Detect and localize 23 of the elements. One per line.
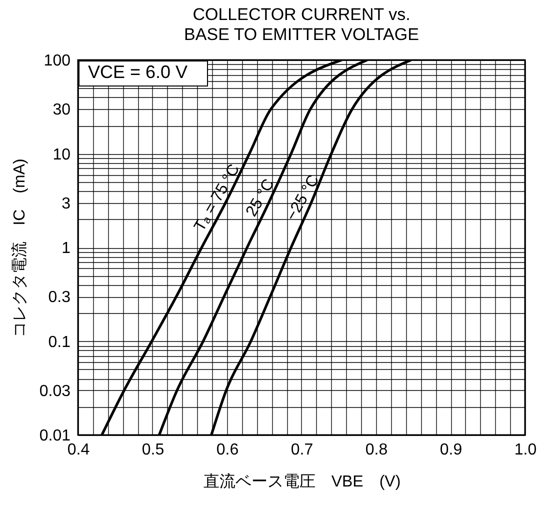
y-tick-label: 0.1: [48, 334, 71, 351]
annotation: VCE = 6.0 V: [88, 62, 188, 82]
text: −25 °C: [283, 172, 323, 224]
text: Tₐ = 75 °C: [191, 162, 244, 234]
x-tick-label: 0.8: [365, 442, 388, 458]
x-tick-label: 0.7: [290, 442, 314, 458]
y-tick-label: 1: [62, 240, 71, 257]
y-tick-label: 0.01: [39, 428, 71, 444]
y-axis-title: コレクタ電流 IC (mA): [10, 158, 28, 338]
x-axis-title: 直流ベース電圧 VBE (V): [203, 472, 401, 490]
y-tick-label: 10: [52, 146, 71, 164]
x-tick-label: 0.5: [142, 442, 164, 458]
y-tick-label: 100: [44, 52, 71, 70]
y-tick-label: 0.3: [48, 289, 71, 306]
x-tick-label: 0.9: [440, 442, 462, 458]
x-tick-label: 1.0: [514, 442, 537, 458]
y-tick-label: 30: [52, 102, 71, 119]
y-tick-label: 3: [62, 195, 71, 212]
x-tick-label: 0.4: [67, 442, 90, 458]
y-tick-label: 0.03: [39, 382, 71, 400]
x-tick-label: 0.6: [216, 442, 239, 458]
chart-title: COLLECTOR CURRENT vs. BASE TO EMITTER VOLTAGE: [184, 5, 419, 44]
text: 25 °C: [243, 176, 278, 220]
